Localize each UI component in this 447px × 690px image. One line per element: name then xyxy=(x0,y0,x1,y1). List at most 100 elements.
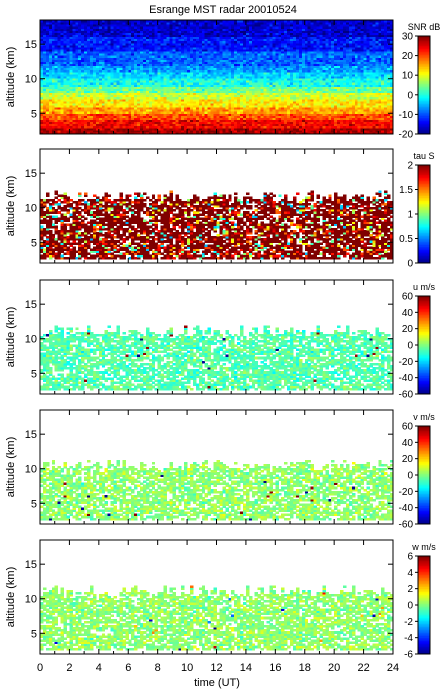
heatmap-cell xyxy=(166,98,170,102)
heatmap-cell xyxy=(119,38,123,42)
heatmap-cell xyxy=(201,131,206,135)
heatmap-cell xyxy=(163,65,167,69)
heatmap-cell xyxy=(54,107,59,110)
heatmap-cell xyxy=(125,73,129,77)
heatmap-cell xyxy=(213,113,217,116)
heatmap-cell xyxy=(260,104,265,108)
heatmap-cell xyxy=(245,32,250,36)
heatmap-cell xyxy=(204,61,209,65)
heatmap-cell xyxy=(187,20,191,23)
heatmap-cell xyxy=(90,28,94,31)
heatmap-cell xyxy=(107,75,112,79)
heatmap-cell xyxy=(219,63,223,67)
heatmap-cell xyxy=(269,20,273,23)
heatmap-cell xyxy=(125,22,129,25)
heatmap-cell xyxy=(237,51,241,54)
heatmap-cell xyxy=(166,104,170,108)
heatmap-cell xyxy=(66,40,70,44)
heatmap-cell xyxy=(142,75,147,79)
heatmap-cell xyxy=(72,100,76,104)
heatmap-cell xyxy=(107,125,112,129)
heatmap-cell xyxy=(98,44,103,48)
heatmap-cell xyxy=(95,88,100,91)
heatmap-cell xyxy=(272,90,276,94)
heatmap-cell xyxy=(304,121,309,125)
heatmap-cell xyxy=(140,40,144,44)
heatmap-cell xyxy=(95,63,100,67)
heatmap-cell xyxy=(251,61,256,65)
heatmap-cell xyxy=(248,32,253,36)
heatmap-cell xyxy=(128,32,132,36)
heatmap-cell xyxy=(134,69,138,73)
heatmap-cell xyxy=(190,67,194,71)
heatmap-cell xyxy=(110,115,115,118)
heatmap-cell xyxy=(190,59,194,62)
heatmap-cell xyxy=(154,71,159,75)
heatmap-cell xyxy=(216,86,220,89)
heatmap-cell xyxy=(160,34,165,38)
heatmap-cell xyxy=(204,63,209,67)
heatmap-cell xyxy=(295,131,300,135)
heatmap-cell xyxy=(192,59,197,62)
heatmap-cell xyxy=(290,67,294,71)
heatmap-cell xyxy=(204,75,209,79)
heatmap-cell xyxy=(101,51,106,54)
heatmap-cell xyxy=(275,55,279,58)
heatmap-cell xyxy=(119,96,123,100)
heatmap-cell xyxy=(151,111,156,114)
heatmap-cell xyxy=(122,57,126,60)
heatmap-cell xyxy=(187,34,191,38)
heatmap-cell xyxy=(275,20,279,23)
heatmap-cell xyxy=(51,69,56,73)
heatmap-cell xyxy=(125,26,129,29)
heatmap-cell xyxy=(254,46,259,50)
heatmap-cell xyxy=(48,111,53,114)
heatmap-cell xyxy=(184,117,188,120)
heatmap-cell xyxy=(175,100,179,104)
heatmap-cell xyxy=(40,73,44,77)
heatmap-cell xyxy=(207,115,212,118)
heatmap-cell xyxy=(95,96,100,100)
heatmap-cell xyxy=(119,34,123,38)
heatmap-cell xyxy=(251,63,256,67)
heatmap-cell xyxy=(69,69,73,73)
heatmap-cell xyxy=(240,36,244,40)
heatmap-cell xyxy=(148,80,153,83)
heatmap-cell xyxy=(231,65,235,69)
heatmap-cell xyxy=(210,26,215,29)
heatmap-cell xyxy=(110,61,115,65)
heatmap-cell xyxy=(163,73,167,77)
heatmap-cell xyxy=(275,42,279,46)
heatmap-cell xyxy=(284,24,288,27)
heatmap-cell xyxy=(281,42,285,46)
heatmap-cell xyxy=(157,100,162,104)
heatmap-cell xyxy=(219,32,223,36)
heatmap-cell xyxy=(245,84,250,87)
heatmap-cell xyxy=(240,115,244,118)
heatmap-cell xyxy=(181,127,185,131)
heatmap-cell xyxy=(275,49,279,52)
heatmap-cell xyxy=(287,78,291,81)
heatmap-cell xyxy=(260,131,265,135)
heatmap-cell xyxy=(225,127,229,131)
heatmap-cell xyxy=(198,24,203,27)
heatmap-cell xyxy=(78,123,82,127)
heatmap-cell xyxy=(195,30,200,33)
heatmap-cell xyxy=(163,92,167,96)
heatmap-cell xyxy=(181,46,185,50)
heatmap-cell xyxy=(195,32,200,36)
heatmap-cell xyxy=(169,98,173,102)
heatmap-cell xyxy=(272,102,276,106)
heatmap-cell xyxy=(66,102,70,106)
heatmap-cell xyxy=(119,59,123,62)
heatmap-cell xyxy=(304,109,309,112)
heatmap-cell xyxy=(195,34,200,38)
heatmap-cell xyxy=(119,100,123,104)
heatmap-cell xyxy=(219,30,223,33)
heatmap-cell xyxy=(207,65,212,69)
heatmap-cell xyxy=(42,125,47,129)
heatmap-cell xyxy=(51,125,56,129)
heatmap-cell xyxy=(134,96,138,100)
heatmap-cell xyxy=(122,61,126,65)
